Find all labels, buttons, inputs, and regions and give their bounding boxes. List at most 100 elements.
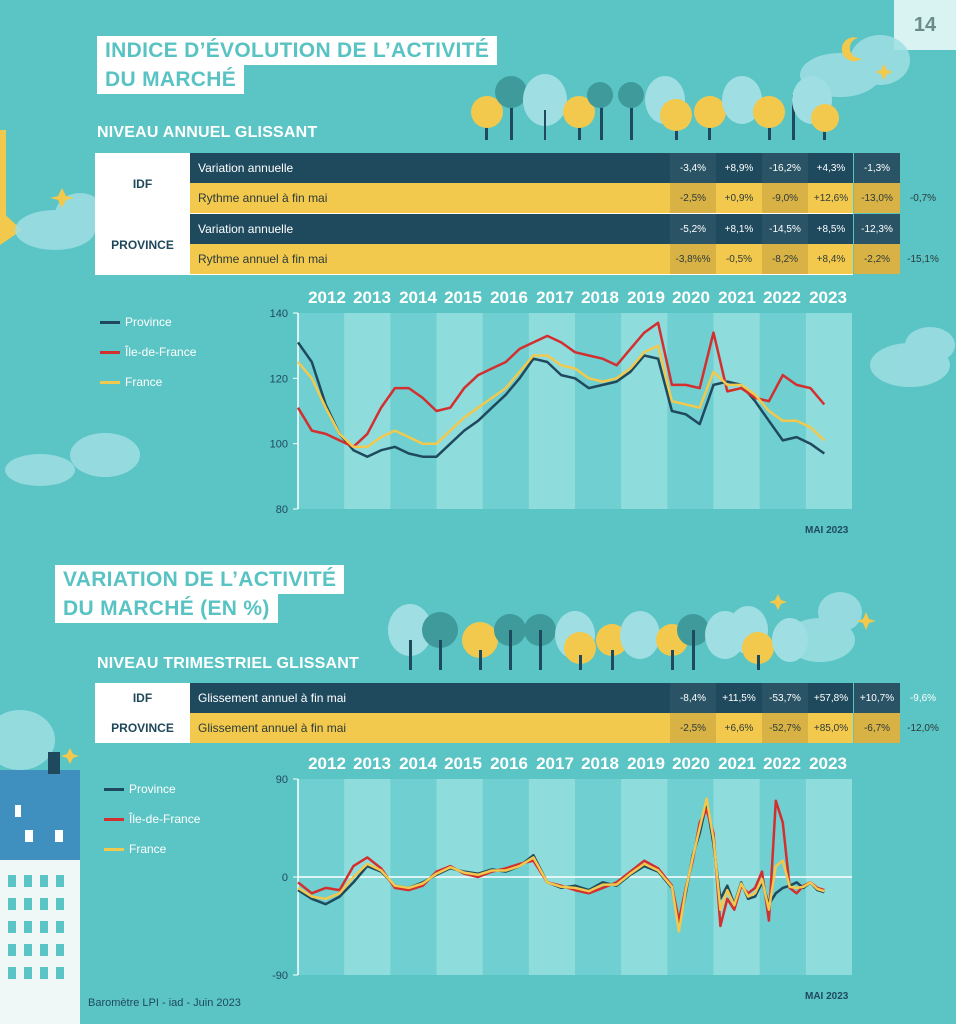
year-band xyxy=(344,313,391,509)
row-label: Glissement annuel à fin mai xyxy=(198,691,347,705)
year-label: 2012 xyxy=(308,288,346,307)
cell: -0,7% xyxy=(909,192,937,204)
legend-label: France xyxy=(125,375,163,389)
cell: -2,2% xyxy=(854,244,900,274)
cell: -53,7% xyxy=(762,683,808,713)
legend-label: Province xyxy=(125,315,172,329)
year-label: 2022 xyxy=(763,288,801,307)
y-tick-label: 90 xyxy=(276,774,288,786)
table2-row-idf: Glissement annuel à fin mai -8,4% +11,5%… xyxy=(190,683,936,713)
legend-swatch xyxy=(104,787,124,791)
table2-row-province: Glissement annuel à fin mai -2,5% +6,6% … xyxy=(190,713,939,743)
year-label: 2013 xyxy=(353,754,391,773)
table2-group-idf: IDF xyxy=(95,683,190,713)
table2-group-province: PROVINCE xyxy=(95,713,190,743)
y-tick-label: 0 xyxy=(282,872,288,884)
year-label: 2023 xyxy=(809,288,847,307)
legend-idf: Île-de-France xyxy=(100,345,196,359)
cell: +12,6% xyxy=(813,192,849,204)
section2-title-banner: VARIATION DE L’ACTIVITÉ DU MARCHÉ (EN %) xyxy=(55,565,345,623)
legend-swatch xyxy=(104,847,124,851)
section1-table: IDF PROVINCE Variation annuelle -3,4% +8… xyxy=(95,153,939,275)
y-tick-label: 100 xyxy=(270,439,288,451)
cell: -8,4% xyxy=(670,683,716,713)
year-band xyxy=(805,313,852,509)
year-label: 2012 xyxy=(308,754,346,773)
year-label: 2014 xyxy=(399,288,437,307)
cell: -2,5% xyxy=(670,183,716,213)
cell: -8,2% xyxy=(762,244,808,274)
legend-label: Île-de-France xyxy=(125,345,197,359)
cell: -5,2% xyxy=(670,214,716,244)
chart2-source-note: MAI 2023 xyxy=(805,991,849,1002)
table1-row-idf-rythme: Rythme annuel à fin mai -2,5% +0,9% -9,0… xyxy=(190,183,936,213)
year-band xyxy=(621,313,668,509)
year-label: 2017 xyxy=(536,754,574,773)
cell: -1,3% xyxy=(854,153,900,183)
cell: -52,7% xyxy=(762,713,808,743)
cell: -0,5% xyxy=(725,253,753,265)
cell: -15,1% xyxy=(907,253,939,265)
row-label: Variation annuelle xyxy=(198,161,294,175)
cell: +6,6% xyxy=(724,722,754,734)
cell: +8,1% xyxy=(724,223,754,235)
row-label: Rythme annuel à fin mai xyxy=(198,191,328,205)
legend-france: France xyxy=(100,375,162,389)
year-label: 2021 xyxy=(718,288,756,307)
section1-title-line2: DU MARCHÉ xyxy=(97,65,245,94)
table1-group-province: PROVINCE xyxy=(95,214,190,275)
legend-swatch xyxy=(100,320,120,324)
legend-label: France xyxy=(129,842,167,856)
section1-title-line1: INDICE D’ÉVOLUTION DE L’ACTIVITÉ xyxy=(97,36,498,65)
year-label: 2017 xyxy=(536,288,574,307)
cell: -12,3% xyxy=(854,214,900,244)
section1-title-banner: INDICE D’ÉVOLUTION DE L’ACTIVITÉ DU MARC… xyxy=(97,36,498,94)
year-label: 2015 xyxy=(444,754,482,773)
series-line-france xyxy=(297,344,826,449)
row-label: Rythme annuel à fin mai xyxy=(198,252,328,266)
legend-swatch xyxy=(100,380,120,384)
year-label: 2020 xyxy=(672,288,710,307)
cell: -3,4% xyxy=(670,153,716,183)
year-label: 2023 xyxy=(809,754,847,773)
cell: -14,5% xyxy=(762,214,808,244)
cell: -2,5% xyxy=(670,713,716,743)
section1-subtitle: Niveau annuel glissant xyxy=(97,124,318,141)
cell: -16,2% xyxy=(762,153,808,183)
table1-row-province-rythme: Rythme annuel à fin mai -3,8%% -0,5% -8,… xyxy=(190,244,939,274)
year-label: 2021 xyxy=(718,754,756,773)
cell: +8,9% xyxy=(724,162,754,174)
cell: +0,9% xyxy=(724,192,754,204)
section2-table: IDF PROVINCE Glissement annuel à fin mai… xyxy=(95,683,939,743)
legend-swatch xyxy=(100,350,120,354)
cell: -13,0% xyxy=(854,183,900,213)
year-label: 2019 xyxy=(627,754,665,773)
cell: +8,4% xyxy=(816,253,846,265)
section2-title-line1: VARIATION DE L’ACTIVITÉ xyxy=(55,565,345,594)
year-label: 2013 xyxy=(353,288,391,307)
section2-title-line2: DU MARCHÉ (EN %) xyxy=(55,594,278,623)
legend2-province: Province xyxy=(104,782,176,796)
row-label: Glissement annuel à fin mai xyxy=(198,721,347,735)
legend-province: Province xyxy=(100,315,172,329)
series-line-ledefrance xyxy=(297,799,825,928)
year-label: 2020 xyxy=(672,754,710,773)
cell: +57,8% xyxy=(813,692,849,704)
year-label: 2019 xyxy=(627,288,665,307)
legend2-idf: Île-de-France xyxy=(104,812,200,826)
cell: -6,7% xyxy=(854,713,900,743)
y-tick-label: -90 xyxy=(272,970,288,982)
cell: +10,7% xyxy=(854,683,900,713)
year-label: 2016 xyxy=(490,288,528,307)
series-line-france xyxy=(297,797,825,933)
year-band xyxy=(713,313,760,509)
legend2-france: France xyxy=(104,842,166,856)
cell: +4,3% xyxy=(816,162,846,174)
cell: -3,8%% xyxy=(670,244,716,274)
cell: +11,5% xyxy=(722,692,756,704)
table1-row-province-variation: Variation annuelle -5,2% +8,1% -14,5% +8… xyxy=(190,214,900,244)
year-label: 2014 xyxy=(399,754,437,773)
